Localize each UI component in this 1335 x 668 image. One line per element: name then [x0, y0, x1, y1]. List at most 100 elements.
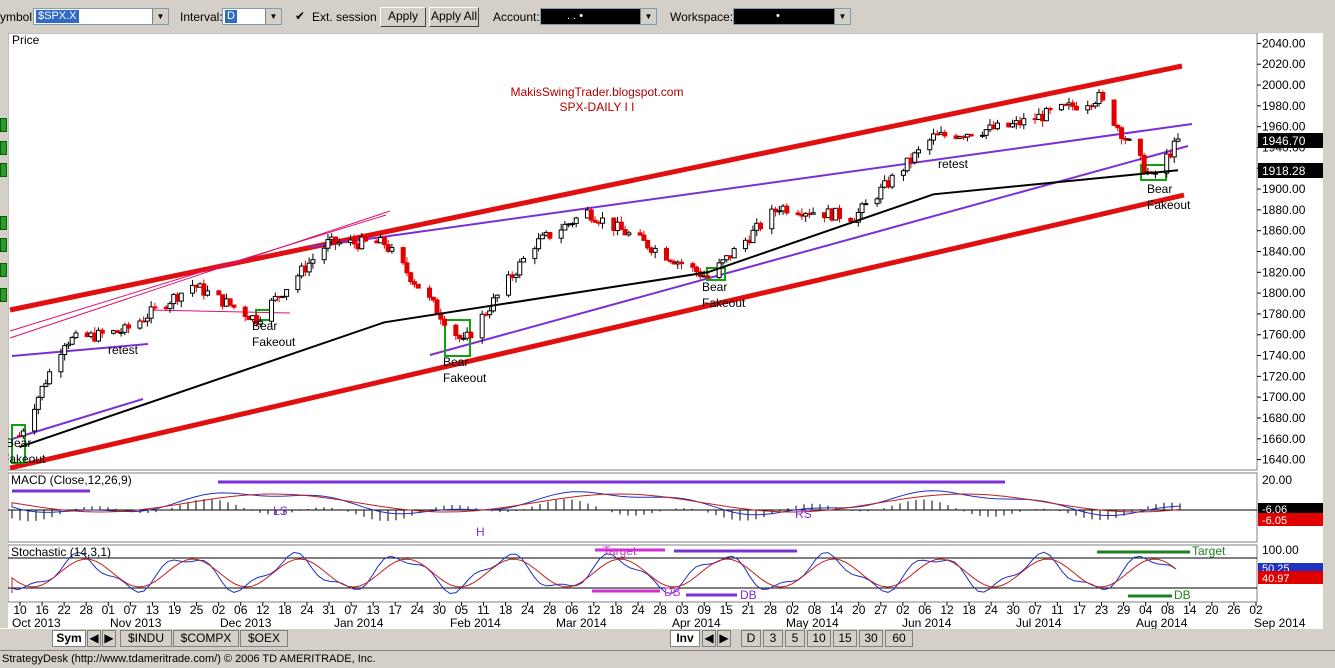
interval-tab-3[interactable]: 3 [763, 630, 783, 647]
annotation-retest-2: retest [938, 157, 969, 171]
interval-tab-10[interactable]: 10 [807, 630, 831, 647]
x-axis-day-label: 28 [764, 603, 778, 617]
stoch-value-box-2 [1258, 571, 1323, 584]
candle-body [1164, 153, 1170, 174]
tool-button[interactable] [0, 263, 7, 277]
candle-body [663, 247, 669, 261]
candle-body [1137, 138, 1143, 156]
inv-tab[interactable]: Inv [670, 630, 700, 647]
candle-body [32, 408, 38, 432]
stoch-value-box-1 [1258, 563, 1323, 574]
tool-button[interactable] [0, 141, 7, 155]
candle-body [983, 129, 989, 136]
interval-combo[interactable]: D ▼ [222, 8, 282, 25]
x-axis-day-label: 24 [300, 603, 314, 617]
x-axis-day-label: 28 [543, 603, 557, 617]
x-axis-day-label: 20 [1205, 603, 1219, 617]
candle-body [968, 133, 974, 137]
candle-body [269, 299, 275, 322]
candle-body [126, 324, 132, 329]
workspace-combo[interactable]: • ▼ [733, 8, 851, 25]
candle-body [889, 174, 895, 188]
ma-line [19, 169, 1179, 449]
chevron-down-icon[interactable]: ▼ [834, 9, 850, 24]
interval-tab-5[interactable]: 5 [785, 630, 805, 647]
candle-body [652, 247, 658, 253]
annotation-fakeout-3: Fakeout [443, 371, 487, 385]
account-label: Account: [493, 10, 540, 24]
annotation-bear-3: Bear [443, 355, 468, 369]
candle-body [336, 241, 342, 245]
early-trend-line [11, 398, 144, 440]
x-axis-day-label: 20 [852, 603, 866, 617]
sym-tab[interactable]: Sym [52, 630, 86, 647]
candle-body [1111, 99, 1117, 126]
price-panel-title: Price [12, 33, 40, 47]
macd-tick-top: 20.00 [1262, 473, 1292, 487]
tool-button[interactable] [0, 163, 7, 177]
candle-body [536, 238, 542, 250]
stoch-label-db-1: DB [664, 585, 681, 599]
interval-tab-30[interactable]: 30 [859, 630, 883, 647]
right-toolstrip [1323, 33, 1335, 628]
candle-body [43, 383, 49, 387]
interval-tab-15[interactable]: 15 [833, 630, 857, 647]
apply-all-button[interactable]: Apply All [429, 7, 479, 27]
tab-oex[interactable]: $OEX [240, 630, 288, 647]
candle-body [912, 152, 918, 163]
x-axis-day-label: 11 [1051, 603, 1064, 617]
candle-body [874, 198, 880, 205]
tab-indu[interactable]: $INDU [120, 630, 172, 647]
chevron-down-icon[interactable]: ▼ [265, 9, 281, 24]
apply-button[interactable]: Apply [380, 7, 426, 27]
tool-button[interactable] [0, 216, 7, 230]
candle-body [979, 134, 985, 137]
candle-body [96, 329, 102, 342]
candle-body [679, 261, 685, 265]
x-axis-day-label: 18 [609, 603, 623, 617]
candle-body [20, 430, 26, 437]
account-combo[interactable]: . . • ▼ [540, 8, 657, 25]
candle-body [705, 275, 711, 279]
tool-button[interactable] [0, 238, 7, 252]
stoch-label-target-2: Target [1192, 544, 1226, 558]
chevron-down-icon[interactable]: ▼ [152, 9, 168, 24]
candle-body [1115, 124, 1121, 129]
x-axis-day-label: 07 [344, 603, 358, 617]
price-panel [7, 33, 1258, 471]
x-axis-day-label: 16 [35, 603, 49, 617]
candle-body [931, 133, 937, 141]
last-price-label: 1946.70 [1262, 134, 1306, 148]
x-axis-day-label: 07 [124, 603, 138, 617]
next-arrow-icon[interactable]: ▶ [102, 630, 116, 647]
toolbar: ymbol: $SPX.X ▼ Interval: D ▼ ✔ Ext. ses… [0, 0, 1335, 34]
tool-button[interactable] [0, 118, 7, 132]
x-axis-day-label: 02 [212, 603, 226, 617]
prev-arrow-icon[interactable]: ◀ [702, 630, 716, 647]
tool-button[interactable] [0, 288, 7, 302]
pink-support-line [149, 309, 291, 314]
candle-body [1010, 123, 1016, 128]
symbol-label: ymbol: [0, 10, 36, 24]
candle-body [310, 259, 316, 264]
price-axis-label: 2000.00 [1262, 78, 1306, 92]
candle-body [588, 209, 594, 221]
prev-arrow-icon[interactable]: ◀ [87, 630, 101, 647]
candle-body [547, 231, 553, 239]
candle-body [836, 207, 842, 219]
ext-session-checkbox[interactable]: ✔ [295, 9, 306, 23]
candle-body [427, 287, 433, 298]
upper-channel-line [9, 63, 1183, 313]
symbol-combo[interactable]: $SPX.X ▼ [33, 8, 169, 25]
candle-body [148, 306, 154, 319]
interval-tab-60[interactable]: 60 [885, 630, 913, 647]
candle-body [381, 236, 387, 246]
next-arrow-icon[interactable]: ▶ [717, 630, 731, 647]
candle-body [231, 304, 237, 308]
interval-tab-d[interactable]: D [741, 630, 761, 647]
interval-value: D [225, 10, 237, 23]
x-axis-day-label: 02 [786, 603, 800, 617]
tab-compx[interactable]: $COMPX [173, 630, 239, 647]
x-axis-month-label: Dec 2013 [220, 616, 272, 629]
chevron-down-icon[interactable]: ▼ [640, 9, 656, 24]
